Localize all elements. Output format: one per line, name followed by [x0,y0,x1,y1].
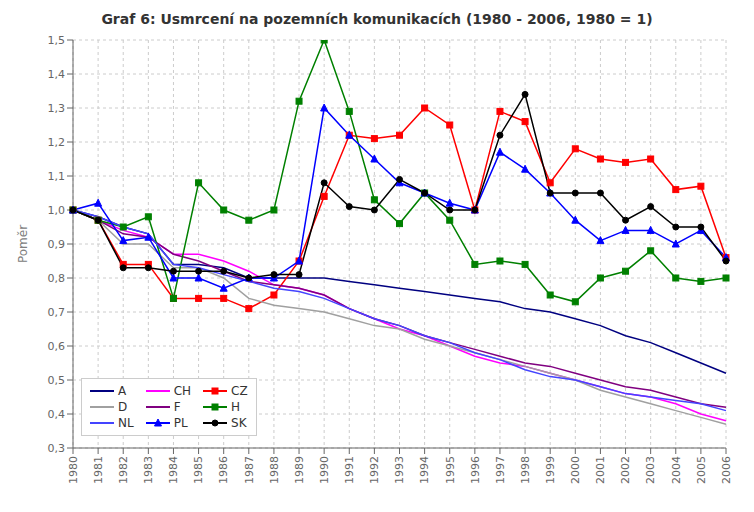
html-text:PL: PL [173,416,188,430]
svg-text:1988: 1988 [268,456,281,484]
html-text:Graf 6: Usmrcení na pozemních: Graf 6: Usmrcení na pozemních komunikací… [101,11,653,27]
svg-text:0,4: 0,4 [48,408,66,421]
html-text:D: D [118,400,128,414]
svg-text:2006: 2006 [720,456,733,484]
svg-text:1986: 1986 [218,456,231,484]
svg-text:1998: 1998 [519,456,532,484]
svg-text:0,3: 0,3 [48,442,66,455]
svg-text:0,9: 0,9 [48,238,66,251]
svg-text:1996: 1996 [469,456,482,484]
svg-text:2002: 2002 [619,456,632,484]
html-text:A: A [118,384,127,398]
svg-text:1997: 1997 [494,456,507,484]
svg-text:1982: 1982 [117,456,130,484]
html-text:CH: CH [173,384,192,398]
svg-text:1,0: 1,0 [48,204,66,217]
svg-text:1999: 1999 [544,456,557,484]
svg-text:1992: 1992 [368,456,381,484]
svg-text:2004: 2004 [670,456,683,484]
html-text:NL: NL [118,416,134,430]
html-text:SK: SK [231,416,247,430]
svg-text:2005: 2005 [695,456,708,484]
svg-text:2001: 2001 [594,456,607,484]
svg-text:1987: 1987 [243,456,256,484]
svg-text:1995: 1995 [444,456,457,484]
html-text:CZ: CZ [231,384,248,398]
svg-text:1,5: 1,5 [48,34,66,47]
svg-text:2003: 2003 [644,456,657,484]
svg-text:0,6: 0,6 [48,340,66,353]
svg-text:1994: 1994 [418,456,431,484]
svg-text:1989: 1989 [293,456,306,484]
svg-text:0,5: 0,5 [48,374,66,387]
svg-text:0,7: 0,7 [48,306,66,319]
svg-text:Poměr: Poměr [16,225,30,263]
svg-text:1993: 1993 [393,456,406,484]
svg-text:2000: 2000 [569,456,582,484]
svg-text:1985: 1985 [192,456,205,484]
svg-text:1,2: 1,2 [48,136,66,149]
svg-text:0,8: 0,8 [48,272,66,285]
svg-text:1,1: 1,1 [48,170,66,183]
html-text:H: H [231,400,241,414]
svg-text:1,4: 1,4 [48,68,66,81]
svg-text:1981: 1981 [92,456,105,484]
svg-text:1983: 1983 [142,456,155,484]
svg-text:1991: 1991 [343,456,356,484]
svg-text:1980: 1980 [67,456,80,484]
svg-text:1990: 1990 [318,456,331,484]
svg-text:1,3: 1,3 [48,102,66,115]
svg-text:1984: 1984 [167,456,180,484]
html-text:F: F [173,400,181,414]
